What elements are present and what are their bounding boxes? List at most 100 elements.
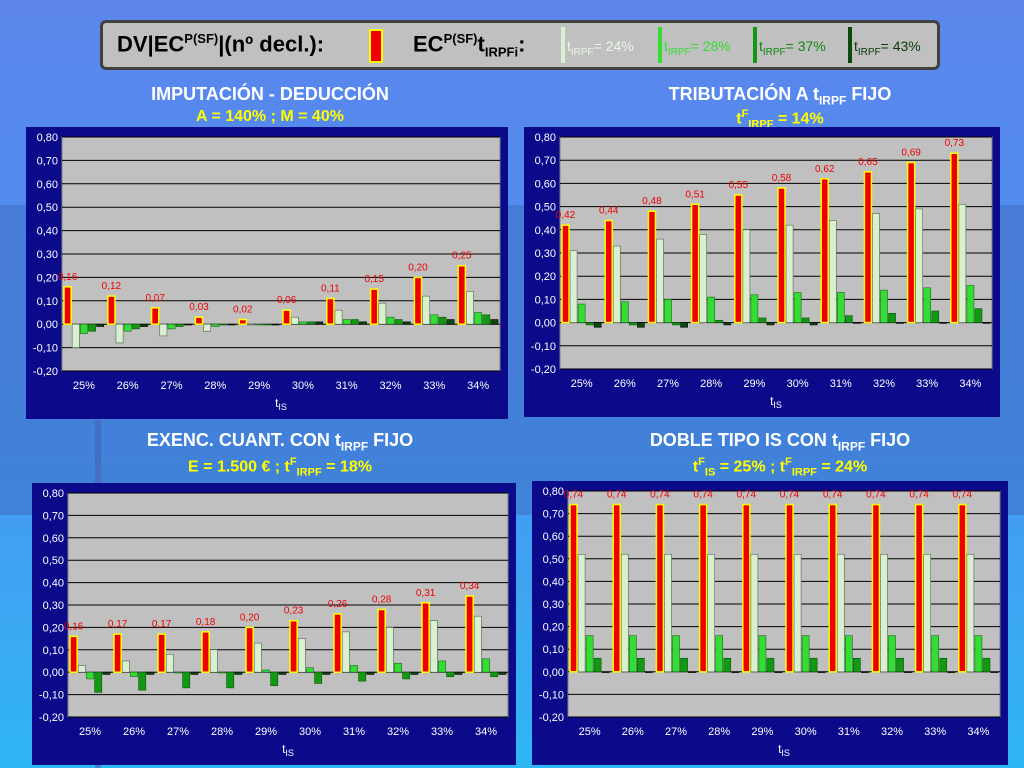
x-tick-label: 27% — [665, 726, 687, 738]
bar-series-5 — [601, 671, 610, 673]
data-label: 0,20 — [240, 612, 260, 623]
x-tick-label: 26% — [117, 380, 139, 392]
bar-series-2 — [699, 234, 707, 323]
x-tick-label: 33% — [423, 380, 445, 392]
bar-series-1 — [107, 295, 116, 325]
data-label: 0,74 — [953, 490, 973, 501]
bar-series-3 — [620, 301, 629, 323]
bar-series-4 — [809, 657, 818, 673]
x-axis-label: tIS — [275, 396, 287, 412]
bar-series-2 — [341, 631, 350, 673]
y-tick-label: 0,70 — [535, 155, 556, 167]
bar-series-3 — [123, 323, 132, 332]
y-tick-label: 0,70 — [37, 155, 58, 167]
bar-series-2 — [742, 229, 751, 323]
bar-series-1 — [612, 503, 621, 673]
data-label: 0,65 — [858, 157, 878, 168]
bar-series-5 — [766, 322, 775, 326]
y-tick-label: 0,00 — [543, 667, 564, 679]
bar-series-4 — [845, 315, 853, 323]
bar-series-5 — [140, 323, 148, 327]
x-tick-label: 27% — [167, 726, 189, 738]
data-label: 0,51 — [685, 189, 705, 200]
bar-series-4 — [715, 319, 724, 323]
x-tick-label: 31% — [336, 380, 358, 392]
y-tick-label: 0,80 — [535, 132, 556, 144]
bar-series-3 — [306, 667, 314, 673]
data-label: 0,16 — [58, 272, 78, 283]
data-label: 0,48 — [642, 196, 662, 207]
panel-1-title: IMPUTACIÓN - DEDUCCIÓN — [151, 84, 389, 104]
bar-series-3 — [966, 285, 975, 323]
bar-series-1 — [914, 503, 924, 673]
bar-series-1 — [201, 631, 210, 673]
bar-series-3 — [715, 635, 724, 673]
chart-imputacion-deduccion: 0,80 0,70 0,60 0,50 0,40 0,30 0,20 0,10 0,00 -0,1… — [26, 127, 508, 419]
data-label: 0,26 — [328, 599, 348, 610]
data-label: 0,11 — [321, 283, 340, 294]
bar-series-3 — [844, 635, 853, 673]
data-label: 0,62 — [815, 164, 835, 175]
bar-series-3 — [758, 635, 767, 673]
data-label: 0,69 — [901, 148, 921, 159]
bar-series-4 — [88, 323, 96, 332]
bar-series-5 — [190, 671, 199, 675]
bar-series-2 — [247, 323, 255, 326]
bar-series-1 — [289, 619, 298, 673]
bar-series-4 — [402, 671, 411, 680]
legend-swatch-24 — [561, 27, 565, 63]
legend-header: DV|ECP(SF)|(nº decl.): ECP(SF)tIRPFi: tI… — [100, 20, 940, 70]
bar-series-1 — [785, 503, 794, 673]
bar-series-2 — [750, 553, 759, 673]
x-tick-label: 29% — [743, 378, 765, 390]
bar-series-2 — [422, 295, 431, 325]
bar-series-1 — [457, 264, 467, 325]
bar-series-1 — [950, 152, 959, 324]
x-tick-label: 30% — [292, 380, 314, 392]
bar-series-4 — [482, 314, 491, 325]
bar-series-1 — [245, 626, 254, 673]
bar-series-1 — [828, 503, 837, 673]
y-tick-label: 0,50 — [543, 554, 564, 566]
y-tick-label: 0,20 — [535, 271, 556, 283]
x-tick-label: 31% — [830, 378, 852, 390]
bar-series-4 — [593, 657, 602, 673]
bar-series-5 — [723, 322, 732, 326]
panel-4-subtitle: tFIS = 25% ; tFIRPF = 24% — [692, 456, 868, 479]
data-label: 0,74 — [693, 490, 713, 501]
bar-series-1 — [63, 286, 72, 325]
chart-exencion-cuantitativa: 0,80 0,70 0,60 0,50 0,40 0,30 0,20 0,10 0,00 -0,1… — [32, 483, 516, 765]
y-tick-label: 0,60 — [535, 178, 556, 190]
data-label: 0,34 — [460, 581, 480, 592]
bar-series-4 — [182, 671, 191, 689]
bar-series-4 — [723, 657, 732, 673]
x-tick-label: 25% — [571, 378, 593, 390]
bar-series-4 — [219, 323, 228, 326]
bar-series-1 — [561, 224, 570, 324]
data-label: 0,74 — [607, 490, 627, 501]
data-label: 0,17 — [152, 619, 172, 630]
bar-series-3 — [174, 671, 182, 674]
bar-series-3 — [430, 314, 439, 325]
x-tick-label: 31% — [343, 726, 365, 738]
data-label: 0,16 — [64, 621, 84, 632]
bar-series-5 — [359, 321, 367, 325]
bar-series-3 — [931, 635, 940, 673]
bar-series-2 — [209, 649, 218, 673]
bar-series-4 — [939, 657, 948, 673]
bar-series-3 — [707, 296, 716, 323]
bar-series-4 — [226, 671, 235, 689]
bar-series-5 — [498, 671, 507, 675]
legend-right-label: ECP(SF)tIRPFi: — [413, 31, 526, 60]
y-tick-label: 0,40 — [535, 225, 556, 237]
bar-series-1 — [863, 171, 873, 324]
bar-series-4 — [801, 317, 810, 323]
data-label: 0,17 — [108, 619, 128, 630]
bar-series-5 — [315, 321, 324, 325]
data-label: 0,25 — [452, 251, 472, 262]
bar-series-5 — [278, 671, 287, 675]
y-tick-label: 0,10 — [43, 645, 64, 657]
bar-series-4 — [94, 671, 103, 693]
bar-series-5 — [947, 671, 956, 673]
y-tick-label: 0,60 — [543, 531, 564, 543]
